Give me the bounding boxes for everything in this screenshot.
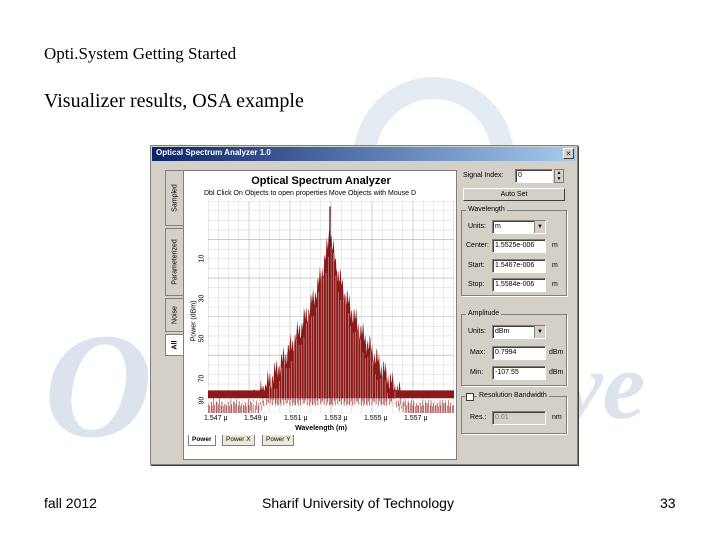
wavelength-group-title: Wavelength xyxy=(466,206,507,213)
stop-label: Stop: xyxy=(468,281,485,288)
plot-panel: Optical Spectrum Analyzer Dbl Click On O… xyxy=(183,170,457,460)
tab-power-y[interactable]: Power Y xyxy=(262,435,295,446)
x-tick: 1.549 μ xyxy=(244,415,268,422)
autoset-button[interactable]: Auto Set xyxy=(463,188,565,201)
min-unit: dBm xyxy=(549,369,564,376)
center-unit: m xyxy=(552,242,558,249)
start-input[interactable]: 1.5467e-006 xyxy=(492,259,546,273)
settings-panel: Signal Index: 0 ▲ ▼ Auto Set Wavelength U… xyxy=(459,166,571,456)
side-tabs: Sampled Parameterized Noise All xyxy=(165,170,183,450)
close-button[interactable]: × xyxy=(563,148,574,159)
start-label: Start: xyxy=(468,262,485,269)
resolution-group: Resolution Bandwidth Res.: 0.01 nm xyxy=(461,392,567,434)
y-tick: 70 xyxy=(198,374,206,383)
chevron-down-icon[interactable]: ▼ xyxy=(534,221,545,233)
osa-window: Optical Spectrum Analyzer 1.0 × Sampled … xyxy=(150,145,578,465)
x-tick: 1.547 μ xyxy=(204,415,228,422)
tab-parameterized[interactable]: Parameterized xyxy=(165,228,183,296)
res-label: Res.: xyxy=(470,414,487,421)
spectrum-plot[interactable] xyxy=(208,201,454,413)
max-input[interactable]: 0.7994 xyxy=(492,346,546,360)
max-label: Max: xyxy=(470,349,486,356)
window-titlebar[interactable]: Optical Spectrum Analyzer 1.0 × xyxy=(152,147,576,161)
amplitude-units-select[interactable]: dBm ▼ xyxy=(492,325,546,339)
watermark-left: O xyxy=(44,303,153,469)
x-tick: 1.555 μ xyxy=(364,415,388,422)
max-unit: dBm xyxy=(549,349,564,356)
signal-index-spinner[interactable]: ▲ ▼ xyxy=(554,169,564,183)
stop-input[interactable]: 1.5584e-006 xyxy=(492,278,546,292)
res-unit: nm xyxy=(552,414,562,421)
amplitude-units-value: dBm xyxy=(495,328,510,335)
slide-header: Opti.System Getting Started xyxy=(44,44,237,63)
tab-power-x[interactable]: Power X xyxy=(222,435,255,446)
plot-hint: Dbl Click On Objects to open properties … xyxy=(204,190,417,197)
resolution-checkbox[interactable] xyxy=(466,393,474,401)
y-tick: 30 xyxy=(198,294,206,303)
y-tick: 10 xyxy=(198,254,206,263)
chevron-down-icon[interactable]: ▼ xyxy=(534,326,545,338)
x-axis-label: Wavelength (m) xyxy=(295,425,347,432)
tab-all[interactable]: All xyxy=(165,334,183,356)
amplitude-group: Amplitude Units: dBm ▼ Max: 0.7994 dBm Mi… xyxy=(461,310,567,386)
center-label: Center: xyxy=(466,242,489,249)
res-input[interactable]: 0.01 xyxy=(492,411,546,425)
window-title: Optical Spectrum Analyzer 1.0 xyxy=(156,148,271,157)
y-tick: 90 xyxy=(198,396,206,405)
wavelength-units-select[interactable]: m ▼ xyxy=(492,220,546,234)
tab-noise-label: Noise xyxy=(171,306,178,324)
amplitude-units-label: Units: xyxy=(468,328,486,335)
plot-title: Optical Spectrum Analyzer xyxy=(251,175,391,187)
stop-unit: m xyxy=(552,281,558,288)
min-input[interactable]: -107.55 xyxy=(492,366,546,380)
x-tick: 1.553 μ xyxy=(324,415,348,422)
tab-all-label: All xyxy=(171,340,178,350)
center-input[interactable]: 1.5525e-006 xyxy=(492,239,546,253)
min-label: Min: xyxy=(470,369,484,376)
footer-center: Sharif University of Technology xyxy=(262,495,454,511)
x-tick: 1.551 μ xyxy=(284,415,308,422)
wavelength-units-value: m xyxy=(495,223,501,230)
amplitude-group-title: Amplitude xyxy=(466,310,502,317)
tab-parameterized-label: Parameterized xyxy=(171,239,178,285)
slide-title: Visualizer results, OSA example xyxy=(44,90,304,112)
footer-left: fall 2012 xyxy=(44,495,97,511)
wavelength-units-label: Units: xyxy=(468,223,486,230)
y-axis-label: Power (dBm) xyxy=(190,300,198,342)
tab-power[interactable]: Power xyxy=(188,435,216,446)
tab-noise[interactable]: Noise xyxy=(165,298,183,332)
signal-index-input[interactable]: 0 xyxy=(515,169,553,183)
signal-index-label: Signal Index: xyxy=(463,172,504,179)
start-unit: m xyxy=(552,262,558,269)
wavelength-group: Wavelength Units: m ▼ Center: 1.5525e-006… xyxy=(461,206,567,296)
resolution-checkbox-label: Resolution Bandwidth xyxy=(477,392,549,399)
y-tick: 50 xyxy=(198,334,206,343)
x-tick: 1.557 μ xyxy=(404,415,428,422)
footer-page-number: 33 xyxy=(660,495,676,511)
tab-sampled[interactable]: Sampled xyxy=(165,170,183,226)
tab-sampled-label: Sampled xyxy=(171,184,178,212)
